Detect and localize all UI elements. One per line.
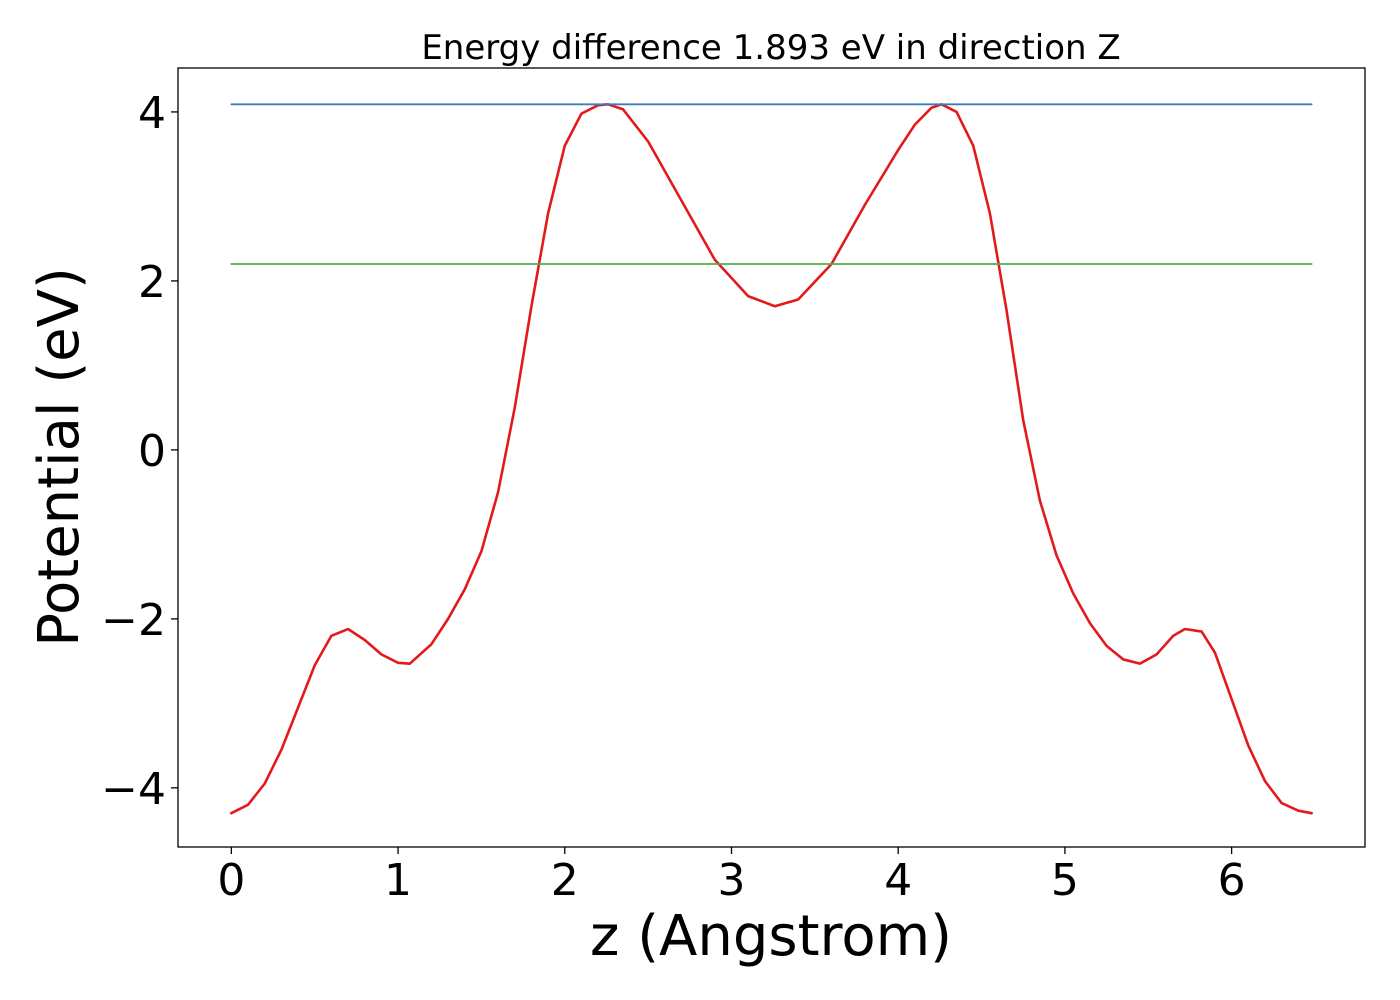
x-tick-label: 1 [384,855,412,906]
y-tick-label: −4 [101,764,166,815]
x-tick-label: 5 [1051,855,1079,906]
x-tick-label: 4 [884,855,912,906]
series-layer [230,103,1313,815]
y-tick-label: −2 [101,595,166,646]
y-tick-label: 4 [138,88,166,139]
y-axis: −4 −2 0 2 4 [101,88,178,815]
x-axis: 0 1 2 3 4 5 6 [217,847,1246,906]
series-line-potential [230,103,1313,815]
y-tick-label: 2 [138,257,166,308]
x-axis-title: z (Angstrom) [590,904,952,969]
y-tick-label: 0 [138,426,166,477]
x-tick-label: 3 [717,855,745,906]
x-tick-label: 0 [217,855,245,906]
plot-frame [177,67,1366,848]
x-tick-label: 2 [551,855,579,906]
x-tick-label: 6 [1218,855,1246,906]
chart-title: Energy difference 1.893 eV in direction … [421,28,1120,68]
y-axis-title: Potential (eV) [27,267,92,647]
